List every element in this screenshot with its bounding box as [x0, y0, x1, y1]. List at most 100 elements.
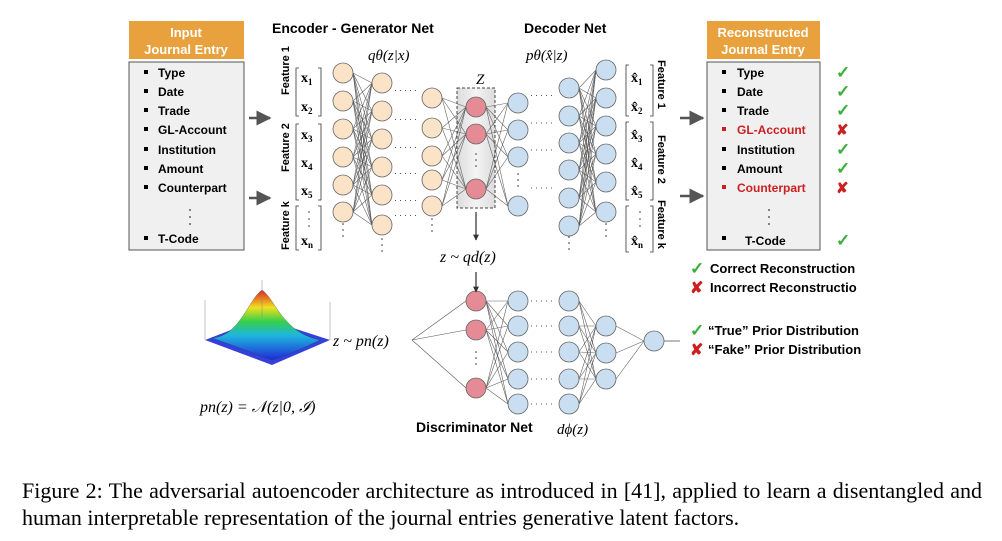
network-edge	[485, 129, 509, 190]
layer-ellipsis-dot	[605, 229, 607, 231]
input-variable-x1: x1	[301, 71, 313, 87]
decoder-title: Decoder Net	[524, 20, 607, 36]
encoder-node	[421, 145, 443, 167]
decoder-node	[558, 159, 580, 181]
output-item-bullet	[722, 127, 726, 131]
legend-prior: ✓ “True” Prior Distribution ✘ “Fake” Pri…	[690, 321, 861, 359]
layer-ellipsis-dot	[517, 179, 519, 181]
legend-correct-label: Correct Reconstruction	[710, 261, 855, 276]
prior-sample-edge	[411, 300, 467, 341]
correct-check-icon: ✓	[836, 82, 850, 101]
correct-check-icon: ✓	[836, 159, 850, 178]
network-edge	[485, 300, 509, 405]
network-edge	[485, 329, 509, 405]
layer-ellipsis-dot	[475, 357, 477, 359]
decoder-node	[558, 132, 580, 154]
layer-ellipsis-dot	[605, 223, 607, 225]
prior-formula: pn(z) = 𝒩(z|0, ℐ)	[199, 399, 316, 416]
encoder-node	[332, 201, 354, 223]
input-bracket	[318, 205, 322, 251]
layer-ellipsis-dot	[431, 224, 433, 226]
input-variables: x1 x2 x3 x4 x5 xn	[295, 67, 322, 251]
input-box-header-line1: Input	[170, 25, 202, 40]
output-item-bullet	[722, 166, 726, 170]
decoder-node	[595, 201, 617, 223]
layer-ellipsis-dot	[475, 351, 477, 353]
legend-fake-label: “Fake” Prior Distribution	[708, 342, 861, 357]
decoder-node	[595, 87, 617, 109]
network-edge	[352, 194, 373, 213]
layer-ellipsis-dot	[381, 238, 383, 240]
output-ellipsis-dot	[639, 211, 641, 213]
output-variable: x̂2	[631, 100, 643, 116]
layer-ellipsis-dot	[342, 223, 344, 225]
discriminator-node	[507, 315, 529, 337]
network-edge	[352, 138, 373, 213]
network-edge	[352, 72, 373, 84]
output-item-bullet	[722, 70, 726, 74]
input-items-list: Type Date Trade GL-Account Institution Amount…	[144, 66, 227, 246]
output-ellipsis-dot	[639, 225, 641, 227]
network-edge	[441, 97, 467, 108]
prior-sample-edge	[411, 329, 467, 341]
feature-label-left-k: Feature k	[280, 200, 292, 250]
encoder-title: Encoder - Generator Net	[272, 20, 434, 36]
correct-check-icon: ✓	[836, 63, 850, 82]
network-edge	[578, 69, 597, 144]
network-edge	[485, 329, 509, 380]
network-edge	[578, 325, 597, 405]
layer-ellipsis-dot	[475, 165, 477, 167]
network-edge	[578, 153, 597, 227]
discriminator-output-node	[643, 330, 665, 352]
input-ellipsis-dot	[189, 216, 191, 218]
input-box-header-line2: Journal Entry	[144, 42, 229, 57]
output-ellipsis-dot	[768, 209, 770, 211]
input-ellipsis-dot	[308, 225, 310, 227]
network-edge	[485, 325, 509, 389]
output-item-gl-account: GL-Account	[737, 123, 806, 137]
input-variable-x5: x5	[301, 184, 313, 200]
network-edge	[441, 179, 467, 190]
encoder-node	[332, 118, 354, 140]
network-edge	[485, 378, 509, 389]
network-edge	[485, 300, 509, 331]
network-edge	[578, 378, 597, 405]
legend-incorrect-icon: ✘	[690, 280, 703, 297]
output-item-bullet	[722, 89, 726, 93]
network-nodes	[332, 59, 665, 415]
input-variable-x3: x3	[301, 128, 313, 144]
network-edge	[441, 106, 467, 157]
network-edge	[352, 82, 373, 158]
layer-ellipsis-dot	[381, 250, 383, 252]
network-edge	[615, 340, 645, 380]
latent-node	[465, 178, 487, 200]
decoder-node	[595, 115, 617, 137]
legend-reconstruction: ✓ Correct Reconstruction ✘ Incorrect Rec…	[690, 259, 857, 297]
layer-ellipsis-dot	[517, 173, 519, 175]
correct-check-icon: ✓	[836, 101, 850, 120]
network-edge	[578, 97, 597, 227]
discriminator-node	[595, 342, 617, 364]
sample-enc-formula: z ~ qd(z)	[439, 249, 496, 266]
output-ellipsis-dot	[768, 216, 770, 218]
input-item-bullet	[144, 185, 148, 189]
input-item-bullet	[144, 70, 148, 74]
network-edge	[485, 102, 509, 190]
encoder-node	[421, 117, 443, 139]
output-bracket	[625, 64, 629, 117]
input-ellipsis-dot	[189, 209, 191, 211]
output-item-bullet	[722, 147, 726, 151]
correct-check-icon: ✓	[836, 140, 850, 159]
incorrect-cross-icon: ✘	[836, 122, 849, 139]
input-item-bullet	[144, 147, 148, 151]
network-edge	[485, 329, 509, 353]
encoder-formula: qθ(z|x)	[368, 48, 409, 64]
input-bracket	[295, 205, 299, 251]
feature-label-left-2: Feature 2	[280, 123, 292, 172]
decoder-node	[507, 195, 529, 217]
network-edge	[578, 125, 597, 227]
figure-caption: Figure 2: The adversarial autoencoder ar…	[22, 478, 982, 530]
network-edge	[578, 352, 597, 405]
network-edge	[485, 188, 509, 207]
input-item-bullet	[144, 89, 148, 93]
